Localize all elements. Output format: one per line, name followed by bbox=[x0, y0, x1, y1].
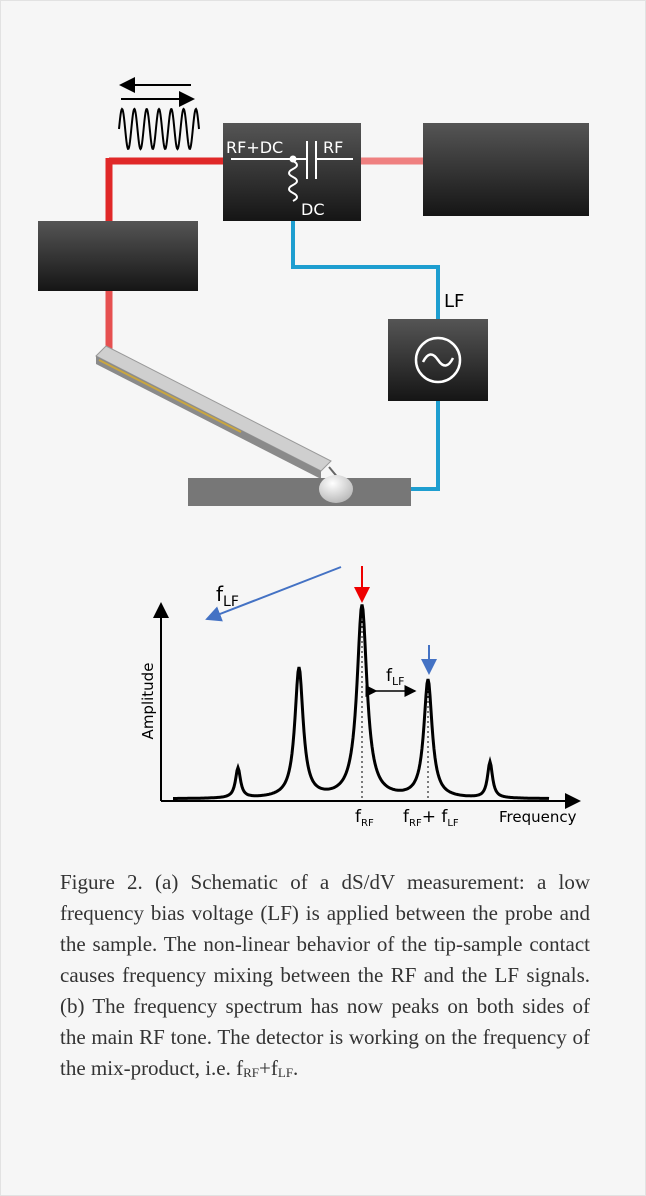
caption-f: f bbox=[236, 1056, 244, 1080]
motion-arrows bbox=[118, 77, 200, 151]
peak-label: fRF bbox=[355, 807, 374, 829]
rf-source-box bbox=[423, 123, 589, 216]
figure: RF+DC RF DC LF fLF fLF Amplitude Frequen… bbox=[38, 77, 589, 829]
cantilever bbox=[95, 345, 340, 480]
x-axis-label: Frequency bbox=[499, 808, 577, 826]
ac-symbol bbox=[414, 336, 462, 384]
bias-tee-box bbox=[223, 123, 361, 221]
sweep-arrow bbox=[205, 566, 342, 622]
lf-lines bbox=[291, 221, 440, 491]
detector-box bbox=[38, 221, 198, 291]
caption-plus: +f bbox=[259, 1056, 278, 1080]
caption: Figure 2. (a) Schematic of a dS/dV measu… bbox=[60, 867, 590, 1084]
contact bbox=[319, 475, 353, 503]
coupler-bottom-label: DC bbox=[301, 200, 325, 219]
rf-lines bbox=[105, 157, 423, 351]
bias-tee-symbol bbox=[231, 141, 353, 202]
sweep-label: fLF bbox=[216, 582, 239, 610]
coupler-right-label: RF bbox=[323, 138, 343, 157]
caption-text: Figure 2. (a) Schematic of a dS/dV measu… bbox=[60, 870, 590, 1080]
sum-label: fRF+ fLF bbox=[403, 807, 459, 829]
spectrum-curve bbox=[173, 604, 550, 800]
gap-label: fLF bbox=[386, 666, 404, 688]
caption-sub: RF bbox=[243, 1065, 260, 1080]
source-label: LF bbox=[444, 291, 464, 312]
caption-sub: LF bbox=[277, 1065, 294, 1080]
y-axis-label: Amplitude bbox=[139, 663, 157, 740]
coupler-left-label: RF+DC bbox=[226, 138, 283, 157]
spectrum-axes bbox=[153, 602, 581, 809]
caption-end: . bbox=[293, 1056, 299, 1080]
sample bbox=[188, 478, 411, 506]
